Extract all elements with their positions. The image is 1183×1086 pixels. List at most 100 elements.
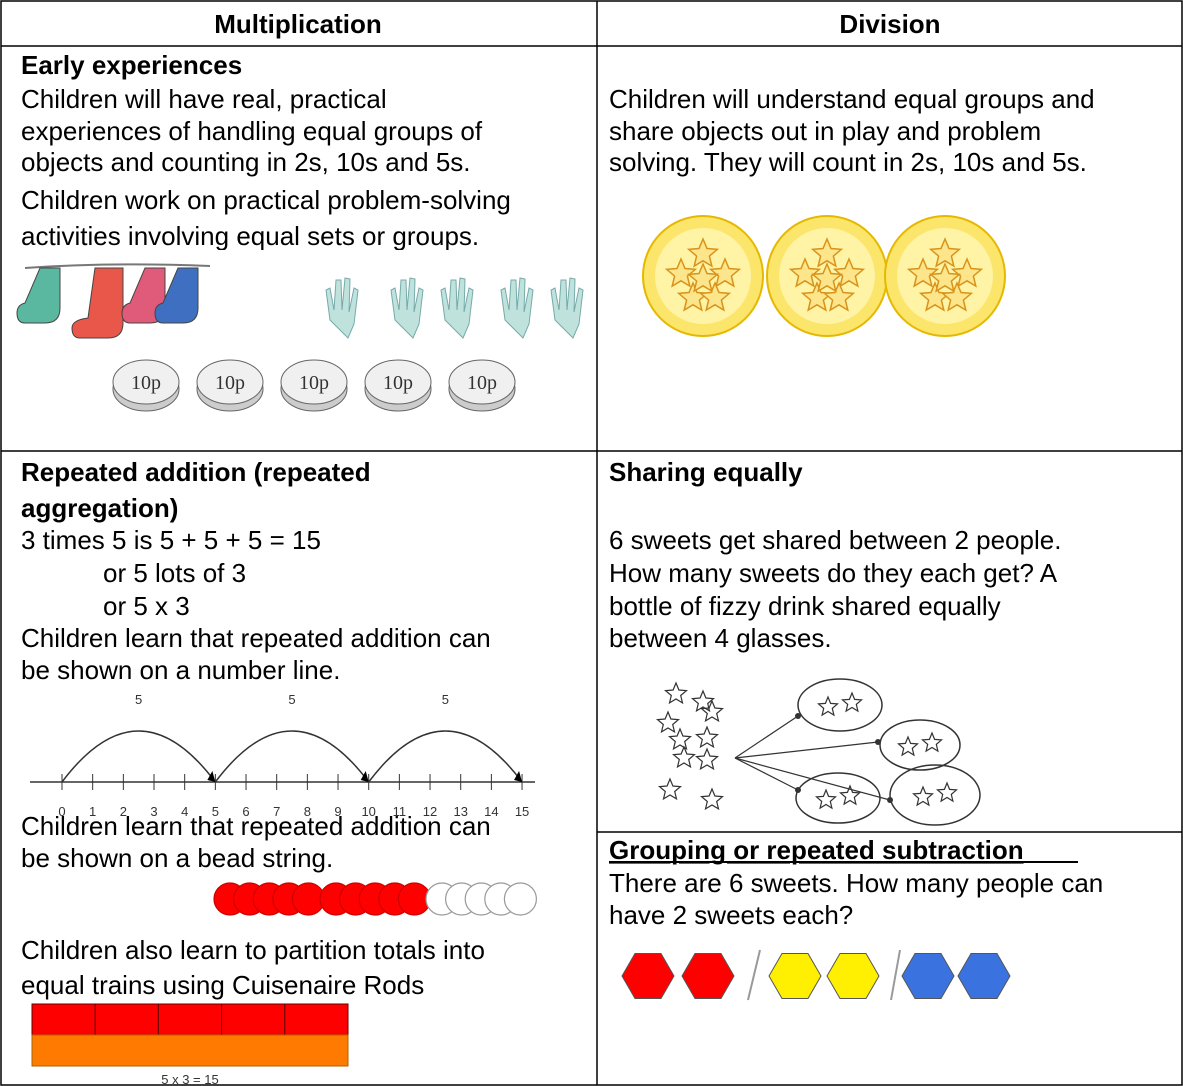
text-line: Children work on practical problem-solvi… xyxy=(21,185,511,215)
hexagon xyxy=(957,953,1011,999)
coin xyxy=(364,359,432,405)
bead xyxy=(503,882,538,916)
text-line: be shown on a number line. xyxy=(21,655,340,685)
text-line: Children also learn to partition totals … xyxy=(21,935,485,965)
text-line: Children will understand equal groups an… xyxy=(609,84,1095,114)
coin-label: 10p xyxy=(215,372,245,394)
star xyxy=(928,262,962,293)
rod-caption: 5 x 3 = 15 xyxy=(161,1072,218,1086)
text-line: share objects out in play and problem xyxy=(609,116,1041,146)
hand xyxy=(500,277,534,339)
star xyxy=(699,787,725,811)
rod-red xyxy=(221,1003,286,1036)
text-line: Children learn that repeated addition ca… xyxy=(21,623,491,653)
number-line-label: 14 xyxy=(484,804,498,819)
arrow-tip xyxy=(795,787,801,793)
group-divider xyxy=(890,949,901,1001)
star xyxy=(667,727,693,751)
number-line-label: 5 xyxy=(212,804,219,819)
number-line-label: 6 xyxy=(242,804,249,819)
arrow-tip xyxy=(875,739,881,745)
coin-label: 10p xyxy=(383,372,413,394)
text-line: between 4 glasses. xyxy=(609,623,832,653)
arrow-head xyxy=(207,771,216,782)
star xyxy=(921,731,943,753)
text-line: experiences of handling equal groups of xyxy=(21,116,483,146)
arrow-tip xyxy=(887,797,893,803)
hand xyxy=(390,277,424,339)
hand xyxy=(440,277,474,339)
star xyxy=(655,710,681,734)
text-line: be shown on a bead string. xyxy=(21,843,333,873)
arc-label: 5 xyxy=(135,692,142,707)
star xyxy=(950,257,984,288)
cell-heading: Early experiences xyxy=(21,50,242,80)
share-arrow xyxy=(734,757,799,791)
number-line-label: 11 xyxy=(393,804,407,819)
glass-group xyxy=(797,678,883,732)
jump-arc xyxy=(61,730,216,783)
star xyxy=(657,777,683,801)
star xyxy=(810,262,844,293)
rod-red xyxy=(31,1003,96,1036)
text-line: or 5 x 3 xyxy=(103,591,190,621)
coin-label: 10p xyxy=(131,372,161,394)
number-line-label: 15 xyxy=(515,804,529,819)
arrow-tip xyxy=(795,713,801,719)
coin xyxy=(196,359,264,405)
glass-group xyxy=(879,719,961,771)
hexagon xyxy=(901,953,955,999)
text-line: activities involving equal sets or group… xyxy=(21,221,479,251)
glass-group xyxy=(795,772,881,824)
coin xyxy=(280,359,348,405)
star xyxy=(698,281,732,312)
rod-orange xyxy=(31,1034,349,1067)
star xyxy=(694,725,720,749)
washing-line xyxy=(24,263,211,269)
number-line-label: 1 xyxy=(89,804,96,819)
star xyxy=(817,695,839,717)
star xyxy=(928,237,962,268)
text-line: equal trains using Cuisenaire Rods xyxy=(21,970,424,1000)
rod-red xyxy=(284,1003,349,1036)
coin xyxy=(448,359,516,405)
text-line: There are 6 sweets. How many people can xyxy=(609,868,1103,898)
coin-label: 10p xyxy=(467,372,497,394)
hexagon xyxy=(768,953,822,999)
number-line-label: 10 xyxy=(361,804,375,819)
column-header: Division xyxy=(839,9,940,39)
number-line-label: 8 xyxy=(304,804,311,819)
star xyxy=(832,257,866,288)
number-line-label: 2 xyxy=(120,804,127,819)
sock xyxy=(16,267,61,324)
arc-label: 5 xyxy=(288,692,295,707)
star xyxy=(815,788,837,810)
cell-heading: Grouping or repeated subtraction xyxy=(609,835,1024,865)
star xyxy=(686,237,720,268)
text-line: have 2 sweets each? xyxy=(609,900,853,930)
star xyxy=(788,257,822,288)
arrow-head xyxy=(514,771,523,782)
text-line: How many sweets do they each get? A xyxy=(609,558,1058,588)
number-line-label: 12 xyxy=(423,804,437,819)
star xyxy=(841,691,863,713)
text-line: 3 times 5 is 5 + 5 + 5 = 15 xyxy=(21,525,321,555)
star xyxy=(936,781,958,803)
hand xyxy=(550,277,584,339)
star xyxy=(906,257,940,288)
number-line-label: 9 xyxy=(334,804,341,819)
column-header: Multiplication xyxy=(214,9,382,39)
share-arrow xyxy=(734,757,891,801)
star xyxy=(663,681,689,705)
arc-label: 5 xyxy=(442,692,449,707)
star xyxy=(940,281,974,312)
sock xyxy=(154,267,199,324)
number-line-label: 4 xyxy=(181,804,188,819)
cell-heading: Repeated addition (repeated xyxy=(21,457,371,487)
star xyxy=(810,237,844,268)
rod-red xyxy=(94,1003,159,1036)
number-line-label: 3 xyxy=(150,804,157,819)
star xyxy=(708,257,742,288)
rod-red xyxy=(157,1003,223,1036)
